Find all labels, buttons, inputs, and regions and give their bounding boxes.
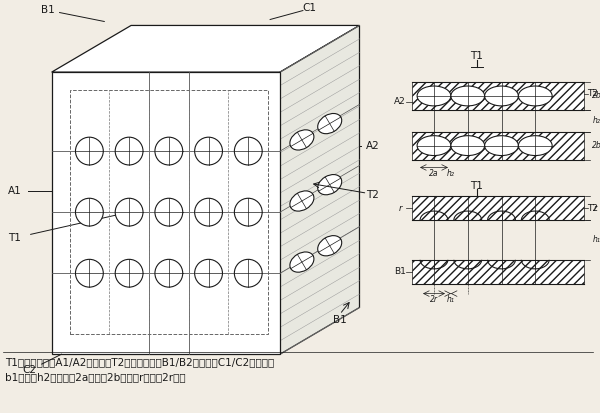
Bar [412,82,584,110]
Text: B1: B1 [333,316,347,325]
Text: 2b: 2b [592,91,600,100]
Text: B1: B1 [41,5,55,14]
Ellipse shape [317,236,342,256]
Circle shape [155,259,183,287]
Text: T1: T1 [8,233,22,243]
Circle shape [235,137,262,165]
Ellipse shape [451,86,485,106]
Ellipse shape [290,191,314,211]
Text: T2: T2 [366,190,379,200]
Text: b1孔桥，h2孔道桥，2a长径，2b短径，r半径，2r直径: b1孔桥，h2孔道桥，2a长径，2b短径，r半径，2r直径 [5,372,185,382]
Polygon shape [280,26,359,354]
Text: T1: T1 [470,181,483,191]
Circle shape [155,198,183,226]
Text: T2: T2 [587,204,598,213]
Text: 2r: 2r [430,295,438,304]
Circle shape [115,137,143,165]
Ellipse shape [518,86,552,106]
Circle shape [194,137,223,165]
Text: h₂: h₂ [447,169,455,178]
Text: h₁: h₁ [593,235,600,244]
Circle shape [194,259,223,287]
Text: 2a: 2a [429,169,439,178]
Circle shape [115,259,143,287]
Circle shape [76,259,103,287]
Text: T2: T2 [587,90,598,98]
Ellipse shape [518,136,552,156]
Text: T1一次侧孔道，A1/A2工作面；T2二次侧孔道，B1/B2工作面；C1/C2非工作面: T1一次侧孔道，A1/A2工作面；T2二次侧孔道，B1/B2工作面；C1/C2非… [5,357,274,367]
Ellipse shape [290,252,314,272]
Text: 2b: 2b [592,141,600,150]
Ellipse shape [290,130,314,150]
Ellipse shape [317,114,342,134]
Circle shape [235,259,262,287]
Polygon shape [52,72,280,354]
Ellipse shape [417,136,451,156]
Ellipse shape [485,86,518,106]
Circle shape [235,198,262,226]
Ellipse shape [485,136,518,156]
Text: T1: T1 [470,51,483,61]
Text: A2: A2 [365,140,379,151]
Text: A1: A1 [8,186,22,196]
Circle shape [155,137,183,165]
Circle shape [76,198,103,226]
Bar [412,132,584,159]
Circle shape [76,137,103,165]
Ellipse shape [317,175,342,195]
Text: h₁: h₁ [447,295,455,304]
Text: C2: C2 [23,365,37,375]
Ellipse shape [417,86,451,106]
Text: r: r [398,204,402,213]
Bar [70,90,268,334]
Text: h₂: h₂ [593,116,600,125]
Bar [412,196,584,220]
Bar [412,260,584,284]
Text: A2: A2 [394,97,406,107]
Text: C1: C1 [303,2,317,12]
Circle shape [194,198,223,226]
Text: r: r [593,204,596,213]
Polygon shape [52,26,359,72]
Ellipse shape [451,136,485,156]
Circle shape [115,198,143,226]
Text: B1: B1 [394,267,406,276]
